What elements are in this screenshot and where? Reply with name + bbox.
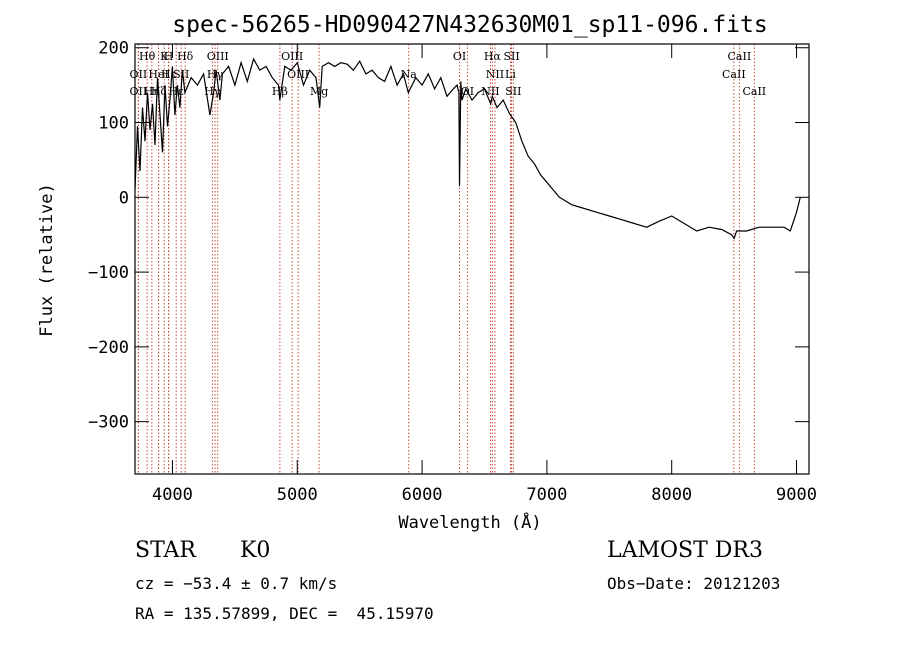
line-label-30: CaII	[742, 85, 766, 98]
object-type: STAR	[135, 538, 196, 563]
y-tick-label-0: −300	[88, 413, 129, 433]
line-label-25: Li	[505, 68, 516, 81]
y-tick-label-4: 100	[98, 114, 129, 134]
line-label-12: OIII	[207, 50, 229, 63]
x-tick-label-1: 5000	[277, 485, 318, 505]
line-label-29: CaII	[722, 68, 746, 81]
y-axis-label: Flux (relative)	[37, 183, 57, 337]
line-label-10: Hδ	[177, 50, 194, 63]
line-label-18: Mg	[310, 85, 328, 98]
x-tick-label-4: 8000	[651, 485, 692, 505]
line-label-28: CaII	[728, 50, 752, 63]
line-label-3: K	[160, 50, 169, 63]
line-label-16: OIII	[287, 68, 309, 81]
x-tick-label-2: 6000	[402, 485, 443, 505]
plot-frame	[134, 43, 810, 475]
spectral-subclass: K0	[240, 538, 271, 563]
x-tick-label-3: 7000	[526, 485, 567, 505]
line-label-27: SII	[505, 85, 521, 98]
x-tick-label-0: 4000	[152, 485, 193, 505]
survey-name: LAMOST DR3	[607, 538, 763, 563]
line-label-14: Hγ	[204, 85, 221, 98]
y-axis-ticks: −300 −200 −100 0 100 200	[88, 39, 809, 433]
x-axis-ticks: 4000 5000 6000 7000 8000 9000	[152, 44, 817, 505]
redshift-velocity: cz = −53.4 ± 0.7 km/s	[135, 574, 338, 593]
flux-series-line	[134, 57, 801, 240]
line-label-22: Hα	[484, 50, 502, 63]
line-label-24: NII	[486, 68, 504, 81]
coordinates: RA = 135.57899, DEC = 45.15970	[135, 604, 434, 623]
line-markers	[137, 44, 755, 474]
line-label-0: Hθ	[139, 50, 156, 63]
chart-title: spec-56265-HD090427N432630M01_sp11-096.f…	[172, 12, 767, 38]
line-label-23: SII	[503, 50, 519, 63]
line-label-17: Hβ	[272, 85, 288, 98]
observation-date: Obs−Date: 20121203	[607, 574, 781, 593]
line-label-6: HeI	[148, 68, 168, 81]
line-label-2: OII	[130, 85, 148, 98]
x-tick-label-5: 9000	[776, 485, 817, 505]
line-label-26: NII	[481, 85, 499, 98]
y-tick-label-1: −200	[88, 338, 129, 358]
y-tick-label-5: 200	[98, 39, 129, 59]
y-tick-label-2: −100	[88, 263, 129, 283]
line-label-9: H	[164, 50, 174, 63]
line-label-15: OIII	[281, 50, 303, 63]
x-axis-label: Wavelength (Å)	[398, 511, 541, 533]
line-label-20: OI	[453, 50, 466, 63]
line-label-1: OII	[130, 68, 148, 81]
y-tick-label-3: 0	[119, 188, 129, 208]
line-label-7: SII	[173, 68, 189, 81]
